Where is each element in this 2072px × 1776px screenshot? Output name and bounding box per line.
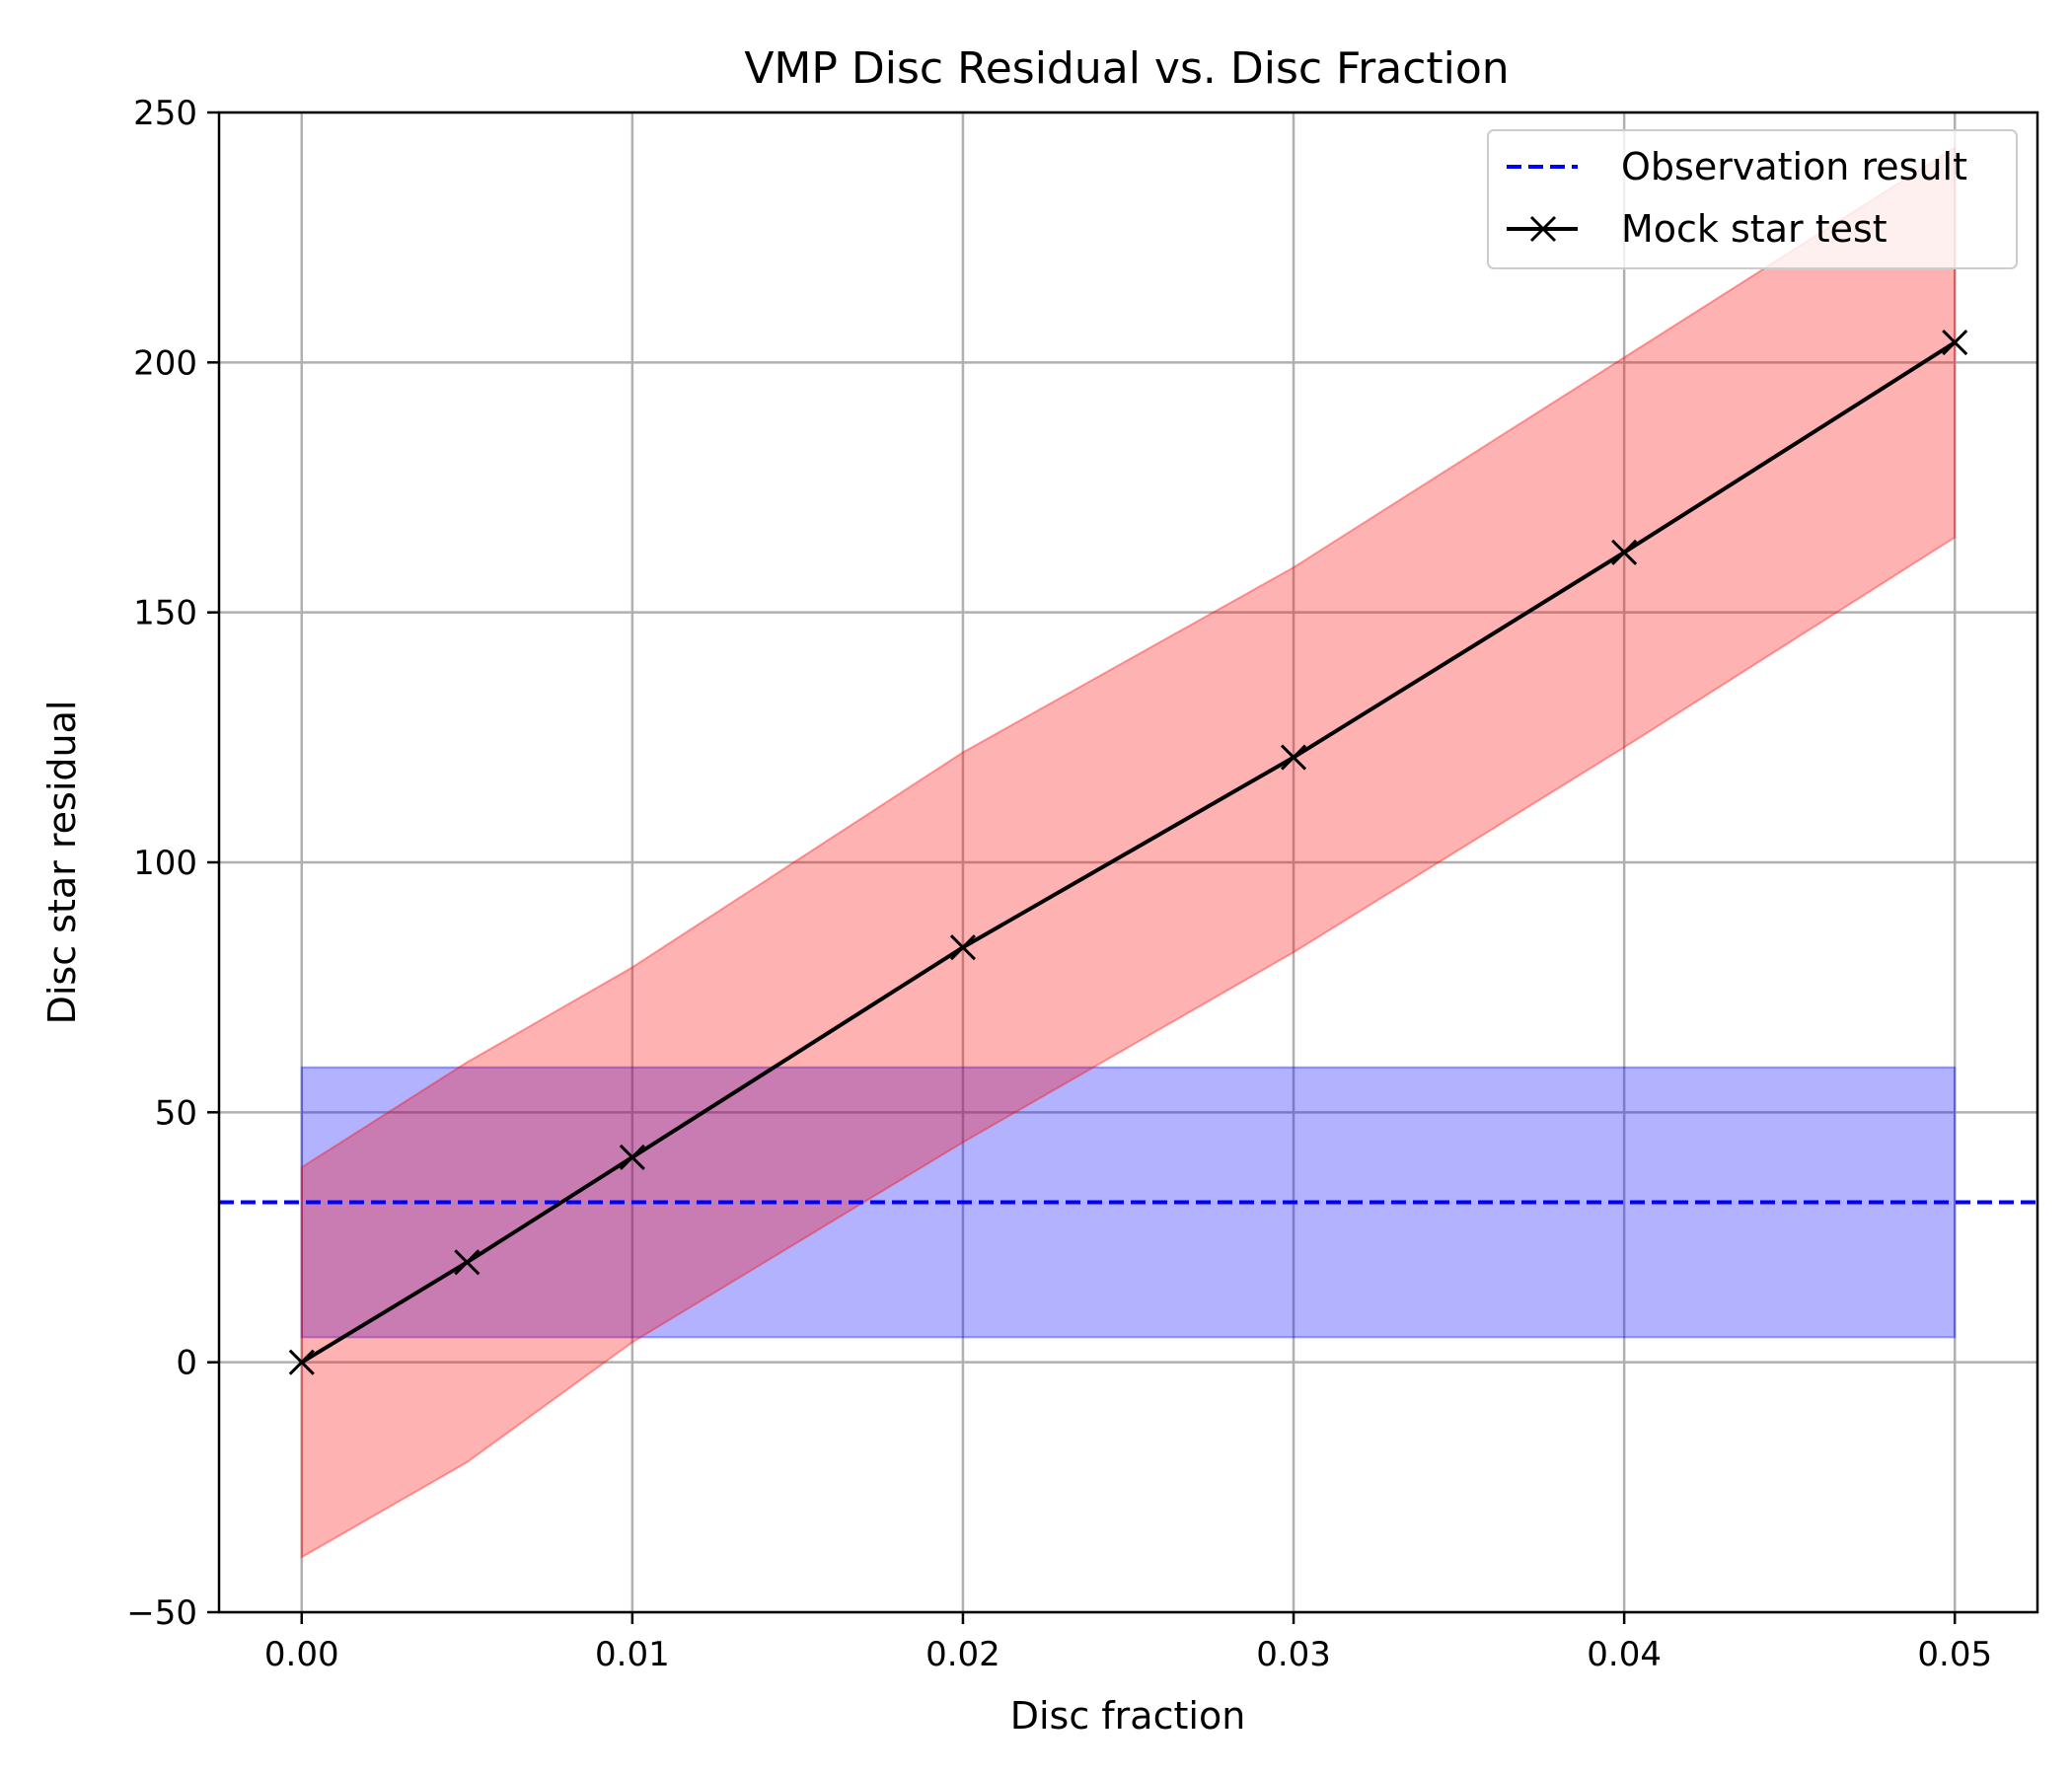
legend: Observation result Mock star test <box>1487 129 2018 269</box>
x-tick-label: 0.05 <box>1917 1635 1992 1674</box>
markers <box>288 330 1968 1375</box>
mock-data-point <box>288 1349 315 1375</box>
observation-uncertainty-band <box>300 1066 1957 1339</box>
mock-data-point <box>1280 744 1307 771</box>
y-axis-label: Disc star residual <box>40 701 84 1025</box>
mock-data-point <box>949 934 977 961</box>
mock-data-point <box>619 1144 645 1170</box>
y-axis: −50 0 50 100 150 200 250 <box>126 94 219 1633</box>
x-tick-label: 0.04 <box>1587 1635 1662 1674</box>
y-tick-label: 150 <box>133 594 197 633</box>
x-axis-label: Disc fraction <box>1010 1694 1246 1738</box>
y-tick-label: 50 <box>155 1093 197 1133</box>
y-tick-label: −50 <box>126 1593 197 1633</box>
x-tick-label: 0.00 <box>264 1635 339 1674</box>
legend-mock-label: Mock star test <box>1621 207 1887 251</box>
mock-data-point <box>454 1249 481 1276</box>
legend-mock-marker <box>1529 215 1557 243</box>
y-tick-label: 0 <box>176 1344 197 1383</box>
y-tick-label: 200 <box>133 343 197 383</box>
x-axis: 0.00 0.01 0.02 0.03 0.04 0.05 <box>264 1612 1992 1674</box>
mock-data-point <box>1942 330 1968 356</box>
x-tick-label: 0.01 <box>595 1635 670 1674</box>
y-tick-label: 100 <box>133 844 197 883</box>
mock-data-point <box>1611 539 1638 565</box>
legend-box <box>1487 129 2018 269</box>
chart-title: VMP Disc Residual vs. Disc Fraction <box>744 43 1509 94</box>
x-tick-label: 0.03 <box>1256 1635 1331 1674</box>
y-tick-label: 250 <box>133 94 197 133</box>
x-tick-label: 0.02 <box>925 1635 1000 1674</box>
legend-observation-label: Observation result <box>1621 145 1967 188</box>
